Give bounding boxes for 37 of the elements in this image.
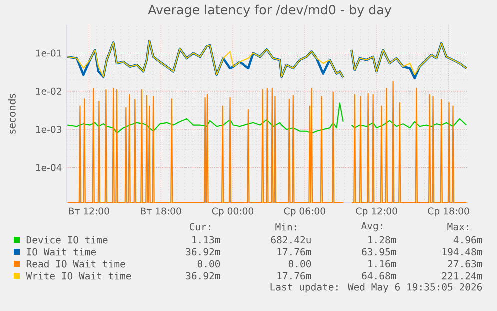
- text: 64.68m: [362, 272, 396, 280]
- text: 36.92m: [186, 248, 220, 256]
- legend-label: Write IO Wait time: [26, 272, 132, 280]
- legend-label: Read IO Wait time: [26, 260, 126, 268]
- x-tick-label: Ср 06:00: [284, 208, 326, 217]
- text: 1.16m: [368, 260, 396, 268]
- text: 17.76m: [278, 248, 312, 256]
- text: 0.00: [288, 260, 312, 268]
- text: 36.92m: [186, 272, 220, 280]
- legend-label: IO Wait time: [27, 248, 96, 256]
- legend-label: Device IO time: [26, 236, 108, 244]
- text: Avg:: [361, 222, 382, 232]
- text: 17.76m: [278, 272, 312, 280]
- text: 1.28m: [368, 236, 396, 244]
- x-tick-label: Ср 00:00: [212, 208, 254, 217]
- chart-title: Average latency for /dev/md0 - by day: [148, 4, 392, 18]
- x-tick-label: Ср 18:00: [428, 208, 470, 217]
- text: 4.96m: [454, 236, 482, 244]
- y-tick-label: 1e-01: [36, 50, 62, 57]
- text: Max:: [448, 223, 468, 231]
- y-tick-label: 1e-04: [36, 164, 62, 172]
- text: 63.95m: [362, 248, 396, 256]
- x-tick-label: Вт 12:00: [69, 208, 110, 215]
- text: 0.00: [198, 260, 220, 268]
- x-tick-label: Вт 18:00: [141, 208, 182, 215]
- y-tick-label: 1e-03: [36, 126, 62, 134]
- x-tick-label: Ср 12:00: [356, 208, 398, 217]
- text: 221.24m: [442, 272, 482, 280]
- y-tick-label: 1e-02: [36, 88, 62, 95]
- text: 682.42u: [271, 236, 311, 244]
- text: 194.48m: [442, 248, 482, 256]
- text: Min:: [276, 223, 296, 231]
- text: Last update: Wed May 6 19:35:05 2026: [270, 283, 482, 293]
- y-axis-title: seconds: [8, 94, 16, 134]
- text: 1.13m: [192, 236, 220, 244]
- text: Cur:: [190, 223, 210, 231]
- text: 27.63m: [448, 260, 482, 268]
